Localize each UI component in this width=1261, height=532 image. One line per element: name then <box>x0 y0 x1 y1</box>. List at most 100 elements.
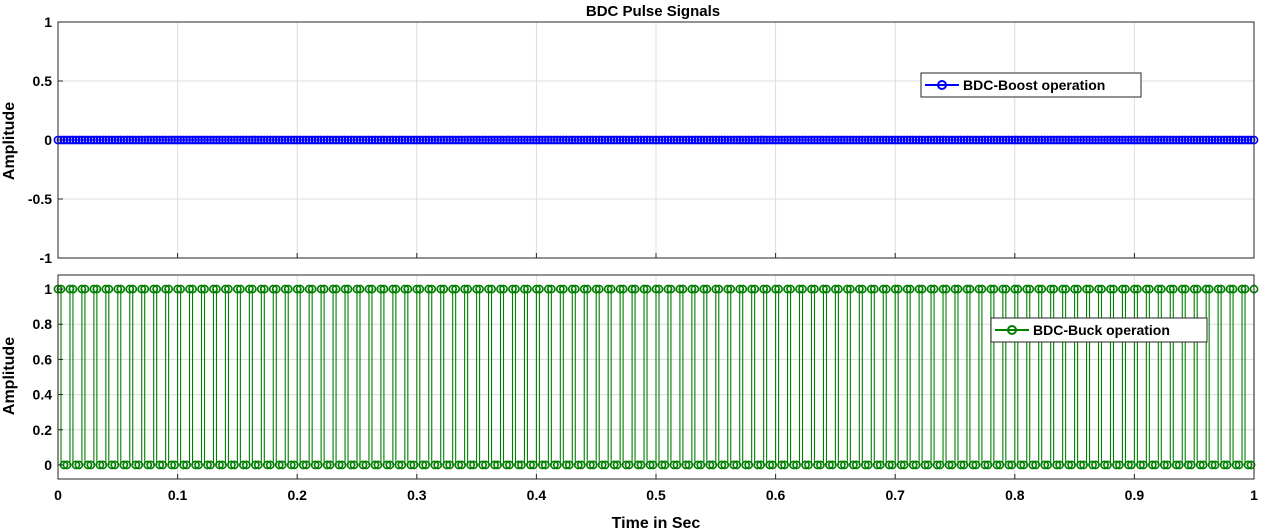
data-point <box>801 460 810 470</box>
data-point <box>807 135 816 145</box>
data-point <box>230 135 239 145</box>
data-point <box>564 460 574 470</box>
data-point <box>609 135 619 145</box>
data-point <box>567 284 577 294</box>
data-point <box>582 284 592 294</box>
data-point <box>484 284 493 294</box>
data-point <box>549 460 559 470</box>
data-point <box>484 135 493 145</box>
data-point <box>382 460 392 470</box>
data-point <box>481 135 490 145</box>
data-point <box>1121 284 1130 294</box>
data-point <box>185 284 194 294</box>
data-point <box>935 135 945 145</box>
data-point <box>893 135 903 145</box>
data-point <box>367 135 377 145</box>
data-point <box>349 135 359 145</box>
data-point <box>813 460 822 470</box>
data-point <box>523 135 532 145</box>
data-point <box>953 284 963 294</box>
data-point <box>409 135 419 145</box>
data-point <box>274 460 284 470</box>
data-point <box>1165 135 1175 145</box>
data-point <box>1100 460 1109 470</box>
data-point <box>376 284 386 294</box>
data-point <box>119 135 129 145</box>
data-point <box>170 135 180 145</box>
data-point <box>191 460 200 470</box>
data-point <box>1013 135 1023 145</box>
data-point <box>158 460 168 470</box>
data-point <box>567 135 577 145</box>
data-point <box>705 460 715 470</box>
data-point <box>487 135 496 145</box>
data-point <box>561 460 571 470</box>
data-point <box>442 460 452 470</box>
data-point <box>941 284 951 294</box>
data-point <box>848 460 858 470</box>
data-point <box>875 460 885 470</box>
data-point <box>179 135 188 145</box>
data-point <box>1103 460 1112 470</box>
data-point <box>286 135 296 145</box>
data-point <box>191 135 200 145</box>
data-point <box>95 460 105 470</box>
data-point <box>355 284 365 294</box>
data-point <box>884 460 894 470</box>
data-point <box>914 284 924 294</box>
data-point <box>645 460 655 470</box>
data-point <box>627 284 637 294</box>
data-point <box>322 135 332 145</box>
data-point <box>1031 135 1041 145</box>
data-point <box>1031 460 1041 470</box>
chart-title: BDC Pulse Signals <box>586 3 720 20</box>
data-point <box>379 284 389 294</box>
data-point <box>1207 135 1217 145</box>
data-point <box>212 284 221 294</box>
data-point <box>633 460 643 470</box>
data-point <box>1150 135 1160 145</box>
data-point <box>364 135 374 145</box>
data-point <box>881 284 891 294</box>
data-point <box>1043 460 1053 470</box>
data-point <box>268 135 278 145</box>
data-point <box>675 284 685 294</box>
data-point <box>744 460 754 470</box>
data-point <box>603 135 613 145</box>
data-point <box>167 135 177 145</box>
data-point <box>1210 135 1220 145</box>
data-point <box>795 135 804 145</box>
data-point <box>298 135 308 145</box>
data-point <box>929 284 939 294</box>
data-point <box>1168 135 1178 145</box>
data-point <box>1028 135 1038 145</box>
data-point <box>412 284 422 294</box>
data-point <box>974 284 984 294</box>
data-point <box>56 284 66 294</box>
data-point <box>920 135 930 145</box>
data-point <box>959 460 969 470</box>
data-point <box>1085 135 1094 145</box>
data-point <box>866 284 876 294</box>
data-point <box>714 284 724 294</box>
data-point <box>1144 135 1154 145</box>
data-point <box>520 284 529 294</box>
data-point <box>690 284 700 294</box>
data-point <box>573 135 583 145</box>
data-point <box>992 135 1002 145</box>
data-point <box>256 284 266 294</box>
data-point <box>457 135 467 145</box>
data-point <box>74 135 84 145</box>
data-point <box>591 135 601 145</box>
data-point <box>104 284 114 294</box>
data-point <box>445 460 455 470</box>
data-point <box>863 135 873 145</box>
data-point <box>301 135 311 145</box>
data-point <box>286 460 296 470</box>
data-point <box>911 460 921 470</box>
data-point <box>140 135 150 145</box>
data-point <box>705 135 715 145</box>
data-point <box>490 135 499 145</box>
data-point <box>122 460 132 470</box>
data-point <box>938 135 948 145</box>
